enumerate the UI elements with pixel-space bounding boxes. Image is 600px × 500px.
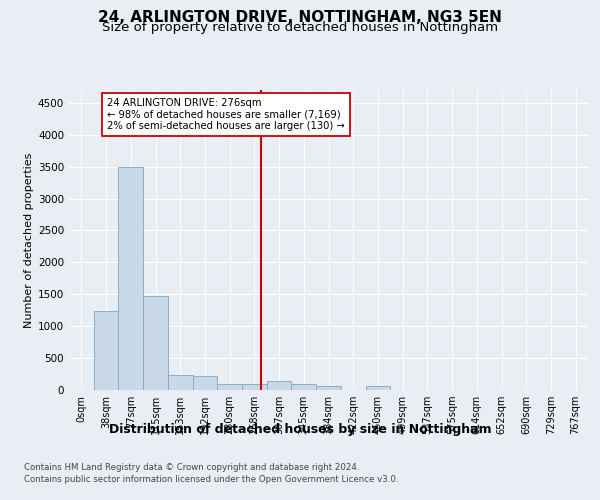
Bar (143, 296, 168, 390)
Bar (217, 384, 242, 390)
Text: 24, ARLINGTON DRIVE, NOTTINGHAM, NG3 5EN: 24, ARLINGTON DRIVE, NOTTINGHAM, NG3 5EN (98, 10, 502, 25)
Bar (267, 381, 292, 390)
Bar (292, 384, 316, 390)
Bar (316, 386, 341, 390)
Y-axis label: Number of detached properties: Number of detached properties (24, 152, 34, 328)
Bar (118, 166, 143, 390)
Text: Contains HM Land Registry data © Crown copyright and database right 2024.: Contains HM Land Registry data © Crown c… (24, 462, 359, 471)
Text: Contains public sector information licensed under the Open Government Licence v3: Contains public sector information licen… (24, 475, 398, 484)
Bar (94, 312, 118, 390)
Bar (168, 376, 193, 390)
Bar (193, 376, 217, 390)
Text: 24 ARLINGTON DRIVE: 276sqm
← 98% of detached houses are smaller (7,169)
2% of se: 24 ARLINGTON DRIVE: 276sqm ← 98% of deta… (107, 98, 345, 131)
Text: Size of property relative to detached houses in Nottingham: Size of property relative to detached ho… (102, 21, 498, 34)
Bar (365, 386, 390, 390)
Text: Distribution of detached houses by size in Nottingham: Distribution of detached houses by size … (109, 422, 491, 436)
Bar (242, 384, 267, 390)
